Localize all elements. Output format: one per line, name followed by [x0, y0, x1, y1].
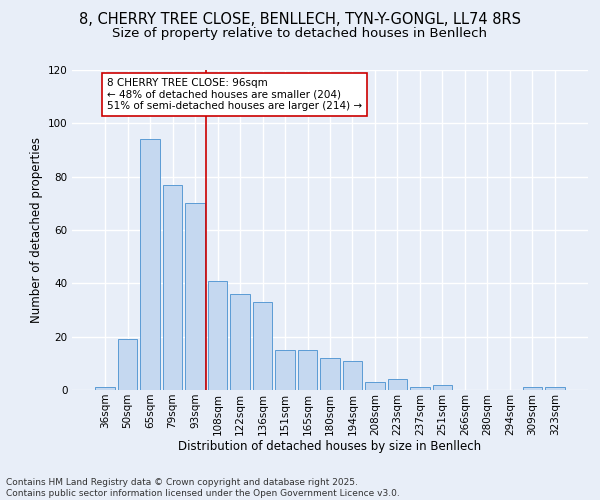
Text: Contains HM Land Registry data © Crown copyright and database right 2025.
Contai: Contains HM Land Registry data © Crown c…: [6, 478, 400, 498]
Text: Size of property relative to detached houses in Benllech: Size of property relative to detached ho…: [113, 28, 487, 40]
Bar: [163, 184, 182, 390]
Bar: [320, 358, 340, 390]
Bar: [388, 380, 407, 390]
Bar: [140, 140, 160, 390]
Bar: [523, 388, 542, 390]
Bar: [275, 350, 295, 390]
Bar: [410, 388, 430, 390]
Text: 8 CHERRY TREE CLOSE: 96sqm
← 48% of detached houses are smaller (204)
51% of sem: 8 CHERRY TREE CLOSE: 96sqm ← 48% of deta…: [107, 78, 362, 111]
Bar: [118, 340, 137, 390]
Bar: [208, 280, 227, 390]
Y-axis label: Number of detached properties: Number of detached properties: [29, 137, 43, 323]
Text: 8, CHERRY TREE CLOSE, BENLLECH, TYN-Y-GONGL, LL74 8RS: 8, CHERRY TREE CLOSE, BENLLECH, TYN-Y-GO…: [79, 12, 521, 28]
Bar: [230, 294, 250, 390]
Bar: [185, 204, 205, 390]
Bar: [343, 360, 362, 390]
Bar: [545, 388, 565, 390]
Bar: [298, 350, 317, 390]
X-axis label: Distribution of detached houses by size in Benllech: Distribution of detached houses by size …: [178, 440, 482, 454]
Bar: [95, 388, 115, 390]
Bar: [365, 382, 385, 390]
Bar: [433, 384, 452, 390]
Bar: [253, 302, 272, 390]
